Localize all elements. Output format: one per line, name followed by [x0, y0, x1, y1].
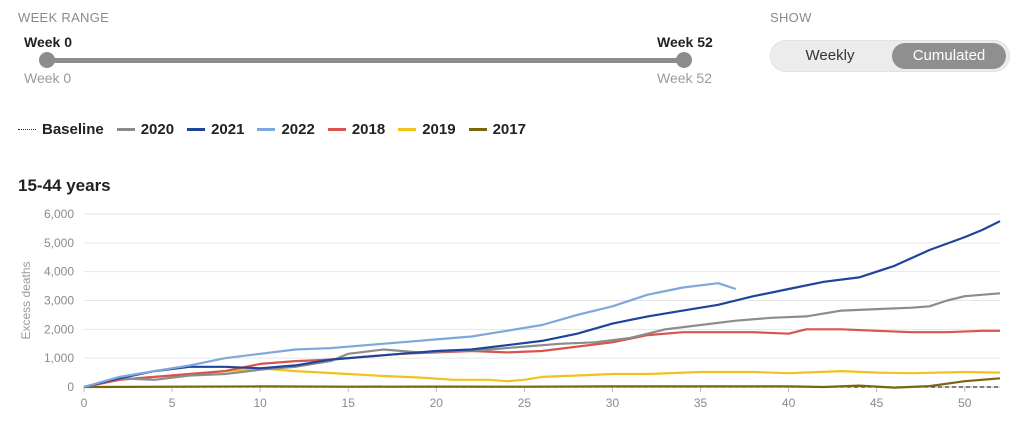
- y-axis-title: Excess deaths: [19, 261, 33, 339]
- legend-label: 2017: [492, 120, 526, 138]
- x-tick-label: 15: [342, 396, 356, 410]
- x-tick-label: 5: [169, 396, 176, 410]
- x-tick-label: 30: [606, 396, 620, 410]
- x-tick-label: 35: [694, 396, 708, 410]
- legend-label: 2019: [422, 120, 456, 138]
- week-start-handle[interactable]: [39, 52, 55, 68]
- series-line-2021: [83, 220, 1001, 389]
- legend-label: 2020: [140, 120, 175, 138]
- y-tick-label: 1,000: [44, 351, 74, 365]
- legend-label: 2022: [281, 120, 315, 138]
- legend-item-2017[interactable]: 2017: [468, 120, 526, 138]
- week-range-slider-track[interactable]: [46, 58, 684, 63]
- week-range-label: WEEK RANGE: [18, 10, 110, 25]
- legend-swatch: [187, 127, 206, 131]
- legend-swatch: [327, 127, 346, 131]
- legend-swatch: [18, 128, 36, 130]
- chart-legend: Baseline 2020 2021 2022 2018 2019 2017: [18, 119, 539, 139]
- x-tick-label: 10: [253, 396, 267, 410]
- y-tick-label: 5,000: [44, 236, 74, 250]
- series-line-2022: [83, 282, 737, 389]
- legend-swatch: [257, 127, 276, 131]
- x-tick-label: 40: [782, 396, 796, 410]
- x-tick-label: 50: [958, 396, 972, 410]
- week-end-handle[interactable]: [676, 52, 692, 68]
- cumulated-option[interactable]: Cumulated: [892, 43, 1006, 69]
- legend-item-2019[interactable]: 2019: [398, 120, 456, 138]
- legend-label: 2021: [211, 120, 245, 138]
- x-axis-ticks: 0 5 10 15 20 25 30 35 40 45 50: [81, 387, 972, 410]
- legend-swatch: [468, 127, 487, 131]
- y-tick-label: 4,000: [44, 265, 74, 279]
- week-start-value: Week 0: [24, 34, 72, 50]
- x-tick-label: 45: [870, 396, 884, 410]
- series-lines: [83, 220, 1001, 389]
- series-line-2017: [83, 377, 1001, 389]
- x-tick-label: 0: [81, 396, 88, 410]
- excess-deaths-chart: 0 1,000 2,000 3,000 4,000 5,000 6,000 0 5 10 15 20…: [19, 207, 1001, 410]
- legend-label: Baseline: [42, 120, 104, 138]
- legend-item-2020[interactable]: 2020: [116, 120, 175, 138]
- series-line-2020: [83, 292, 1001, 389]
- week-start-min-label: Week 0: [24, 70, 72, 86]
- week-end-value: Week 52: [657, 34, 713, 50]
- y-axis-ticks: 0 1,000 2,000 3,000 4,000 5,000 6,000: [44, 207, 74, 394]
- legend-item-2018[interactable]: 2018: [327, 120, 386, 138]
- legend-swatch: [398, 127, 417, 131]
- y-tick-label: 3,000: [44, 294, 74, 308]
- x-tick-label: 20: [430, 396, 444, 410]
- gridlines: [84, 213, 1000, 388]
- y-tick-label: 0: [67, 380, 74, 394]
- legend-label: 2018: [351, 120, 386, 138]
- y-tick-label: 6,000: [44, 207, 74, 221]
- chart-title: 15-44 years: [18, 176, 111, 195]
- y-tick-label: 2,000: [44, 322, 74, 336]
- show-label: SHOW: [770, 10, 812, 25]
- weekly-option[interactable]: Weekly: [805, 47, 855, 64]
- legend-item-baseline[interactable]: Baseline: [18, 121, 104, 138]
- x-tick-label: 25: [518, 396, 532, 410]
- legend-item-2022[interactable]: 2022: [257, 120, 315, 138]
- legend-item-2021[interactable]: 2021: [187, 121, 244, 138]
- week-end-max-label: Week 52: [657, 70, 712, 86]
- show-toggle: Weekly Cumulated: [770, 40, 1010, 72]
- legend-swatch: [116, 127, 135, 131]
